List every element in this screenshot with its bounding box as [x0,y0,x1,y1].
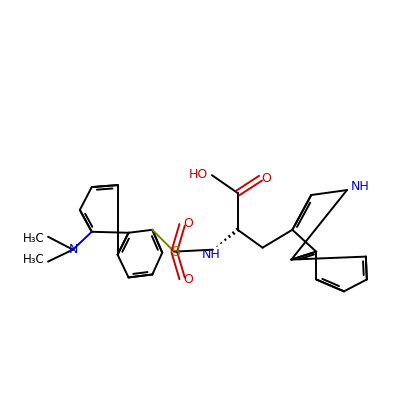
Text: NH: NH [202,248,220,261]
Text: H₃C: H₃C [23,232,45,245]
Text: S: S [171,245,180,259]
Text: O: O [183,273,193,286]
Text: HO: HO [189,168,208,181]
Text: N: N [69,243,78,256]
Text: NH: NH [351,180,370,192]
Text: O: O [183,217,193,230]
Text: O: O [262,172,272,185]
Text: H₃C: H₃C [23,253,45,266]
